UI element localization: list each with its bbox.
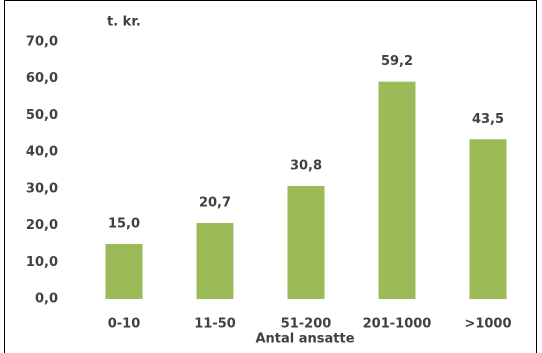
- x-axis-title: Antal ansatte: [255, 332, 354, 347]
- y-tick-label: 40,0: [26, 145, 58, 160]
- bar: [287, 185, 325, 299]
- y-tick-label: 60,0: [26, 71, 58, 86]
- value-label: 43,5: [472, 112, 504, 127]
- value-label: 15,0: [108, 216, 140, 231]
- bar: [105, 243, 143, 299]
- y-tick-label: 30,0: [26, 181, 58, 196]
- y-tick-label: 20,0: [26, 218, 58, 233]
- bar: [196, 223, 234, 299]
- x-tick-label: 11-50: [194, 317, 236, 332]
- value-label: 20,7: [199, 196, 231, 211]
- y-tick-label: 0,0: [35, 292, 58, 307]
- chart-frame: [4, 0, 537, 353]
- x-tick-label: 0-10: [108, 317, 141, 332]
- y-unit-label: t. kr.: [107, 15, 141, 30]
- y-tick-label: 10,0: [26, 255, 58, 270]
- x-tick-label: >1000: [464, 317, 511, 332]
- y-tick-label: 50,0: [26, 108, 58, 123]
- value-label: 59,2: [381, 54, 413, 69]
- x-tick-label: 201-1000: [363, 317, 432, 332]
- bar: [469, 139, 507, 299]
- x-tick-label: 51-200: [281, 317, 332, 332]
- value-label: 30,8: [290, 158, 322, 173]
- bar: [378, 81, 416, 299]
- y-tick-label: 70,0: [26, 35, 58, 50]
